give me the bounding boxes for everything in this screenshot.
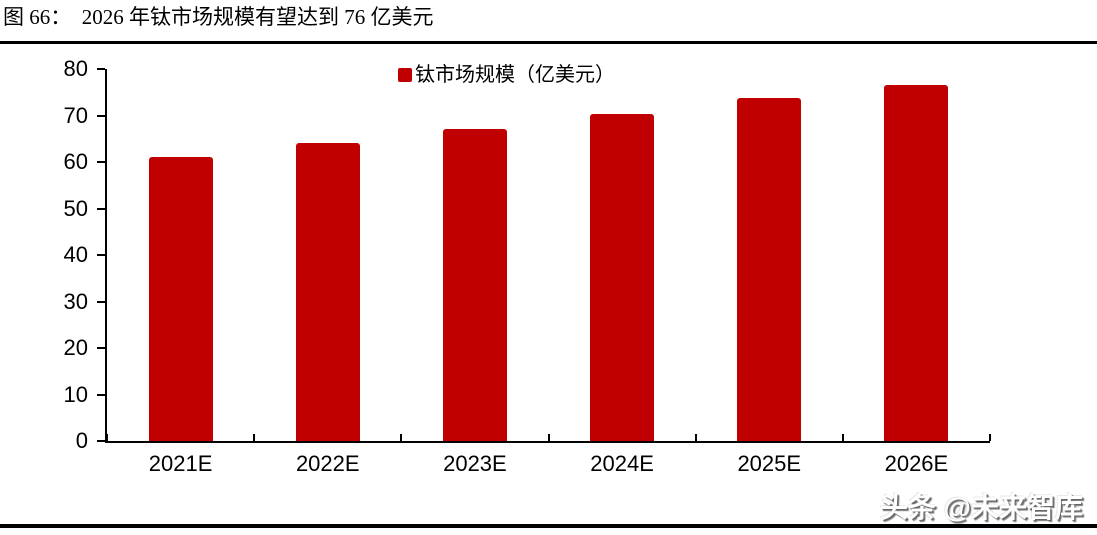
y-axis-line (105, 69, 107, 443)
y-axis-tick-label: 20 (63, 335, 88, 360)
y-axis-tick (97, 300, 105, 303)
bar-2026E (884, 85, 949, 441)
bar-2023E (442, 129, 507, 441)
x-axis-category-label: 2026E (884, 451, 949, 476)
y-axis-tick-label: 10 (63, 381, 88, 407)
legend-swatch-icon (398, 68, 412, 82)
y-axis-tick (97, 347, 105, 349)
figure-title: 图 66： 2026 年钛市场规模有望达到 76 亿美元 (3, 5, 434, 29)
x-axis-tick (253, 434, 256, 441)
y-axis-tick (97, 207, 105, 210)
bar-2022E (295, 143, 360, 441)
y-axis-tick (97, 114, 105, 117)
x-axis-tick (841, 434, 844, 441)
bar-2024E (590, 114, 655, 441)
bar-2025E (737, 98, 802, 441)
x-axis-line (105, 441, 990, 443)
x-axis-category-label: 2022E (295, 451, 360, 476)
y-axis-tick-label: 80 (63, 56, 88, 81)
x-axis-category-label: 2025E (737, 451, 802, 476)
bottom-border-rule (0, 524, 1097, 528)
y-axis-tick-label: 60 (63, 149, 88, 174)
title-divider-rule (0, 41, 1097, 44)
x-axis-category-label: 2023E (443, 451, 507, 476)
bar-2021E (148, 157, 213, 441)
y-axis-tick-label: 70 (63, 102, 88, 128)
x-axis-tick (989, 434, 991, 441)
y-axis-tick (97, 393, 105, 396)
y-axis-tick-label: 40 (63, 242, 88, 267)
x-axis-tick (400, 434, 403, 441)
chart-legend: 钛市场规模（亿美元） (398, 65, 615, 85)
x-axis-category-label: 2024E (590, 451, 654, 476)
y-axis-tick (97, 254, 105, 256)
watermark-text: 头条 @未来智库 (879, 492, 1083, 523)
x-axis-category-label: 2021E (148, 451, 213, 476)
legend-label: 钛市场规模（亿美元） (415, 64, 615, 86)
y-axis-tick (97, 161, 105, 163)
x-axis-tick (547, 434, 550, 441)
y-axis-tick-label: 0 (75, 428, 88, 453)
y-axis-tick (97, 440, 105, 442)
y-axis-tick-label: 50 (63, 195, 88, 221)
x-axis-tick (694, 434, 697, 441)
x-axis-tick (106, 434, 108, 441)
y-axis-tick-label: 30 (63, 288, 88, 314)
y-axis-tick (97, 68, 105, 70)
